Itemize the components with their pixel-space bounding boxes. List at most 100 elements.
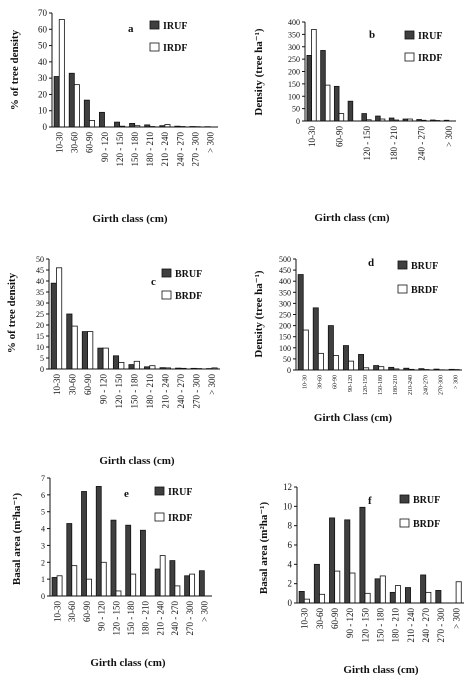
x-tick-label: 10-30	[52, 601, 62, 622]
legend-swatch-BRUF	[397, 260, 408, 270]
x-tick-label: > 300	[451, 608, 461, 629]
x-tick-label: 270 - 300	[192, 374, 202, 409]
x-tick-label: 240 - 270	[175, 132, 185, 167]
x-tick-label: 180 - 210	[389, 126, 399, 161]
chart-panel-c: 0 5 10 15 20 25 30 35 40 45 50 10-30 30-60 60-90 90 - …	[6, 255, 220, 467]
y-axis-title: Basal area (m²ha⁻¹)	[11, 493, 23, 586]
bar-BRUF-5	[358, 354, 365, 371]
y-tick-label: 400	[279, 277, 291, 286]
bar-IRUF-6	[129, 123, 136, 128]
x-tick-label: 150 - 180	[376, 608, 386, 643]
bar-BRUF-6	[373, 365, 380, 371]
y-tick-label: 200	[288, 68, 300, 77]
y-axis-title: % of tree density	[9, 29, 21, 110]
x-tick-label: 120 - 150	[111, 601, 121, 636]
x-tick-label: 30-60	[70, 132, 80, 153]
x-tick-label: 60-90	[83, 374, 93, 395]
x-axis-title: Girth class (cm)	[92, 213, 167, 225]
y-tick-label: 100	[279, 344, 291, 353]
legend-swatch-BRDF	[399, 518, 410, 528]
bar-BRDF-3	[333, 355, 339, 371]
x-tick-label: 60-90	[85, 132, 95, 153]
bar-BRDF-1	[56, 267, 63, 370]
x-tick-label: 90 - 120	[97, 601, 107, 631]
bar-IRDF-2	[324, 84, 331, 122]
x-tick-label: 10-30	[307, 126, 317, 147]
bar-IRUF-4	[95, 486, 102, 597]
legend-swatch-BRUF	[161, 268, 172, 278]
bar-IRUF-6	[125, 524, 132, 597]
bar-IRUF-5	[114, 121, 121, 128]
x-tick-label: 120 - 150	[360, 608, 370, 643]
y-axis-title: Basal area (m²ha⁻¹)	[258, 502, 270, 595]
y-tick-label: 4	[288, 559, 293, 569]
legend-swatch-IRDF	[154, 512, 165, 522]
y-tick-label: 5	[41, 508, 45, 517]
x-tick-label: 270 - 300	[185, 601, 195, 636]
bar-IRUF-4	[347, 100, 354, 122]
bar-IRUF-3	[83, 99, 90, 128]
bar-IRDF-2	[73, 84, 80, 128]
bar-BRDF-2	[317, 352, 324, 371]
bar-BRDF-3	[87, 331, 94, 370]
bar-IRDF-2	[71, 565, 78, 597]
y-tick-label: 1	[41, 575, 45, 584]
x-tick-label: 150 - 180	[130, 374, 140, 409]
panel-letter: f	[368, 495, 372, 507]
bar-IRDF-6	[130, 573, 137, 597]
y-tick-label: 6	[288, 540, 293, 550]
bar-IRDF-4	[100, 561, 107, 597]
x-tick-label: 210 - 240	[155, 601, 165, 636]
bar-BRUF-1	[50, 282, 57, 370]
y-tick-label: 4	[41, 525, 45, 534]
y-tick-label: 400	[288, 18, 300, 27]
bar-BRUF-6	[374, 578, 381, 604]
legend-label-BRDF: BRDF	[411, 285, 438, 296]
bar-IRUF-3	[81, 491, 87, 597]
y-tick-label: 350	[279, 288, 291, 297]
legend-swatch-BRDF	[161, 290, 172, 300]
x-tick-label: 90-120	[348, 375, 354, 392]
bar-BRDF-1	[302, 329, 309, 371]
y-tick-label: 450	[279, 266, 291, 275]
y-tick-label: 15	[36, 332, 44, 341]
y-tick-label: 250	[279, 311, 291, 320]
legend-label-BRDF: BRDF	[413, 519, 440, 530]
legend-label-BRUF: BRUF	[175, 269, 202, 280]
y-tick-label: 2	[41, 558, 45, 567]
x-tick-label: 90 - 120	[100, 132, 110, 162]
x-tick-label: 30-60	[67, 601, 77, 622]
x-tick-label: 180 - 210	[141, 601, 151, 636]
y-tick-label: 500	[279, 255, 291, 264]
x-tick-label: 270 - 300	[190, 132, 200, 167]
x-tick-label: 180 - 210	[145, 132, 155, 167]
y-tick-label: 30	[36, 299, 44, 308]
panel-letter: b	[369, 29, 375, 41]
panel-letter: c	[151, 276, 156, 288]
y-tick-label: 100	[288, 92, 300, 101]
y-tick-label: 5	[40, 354, 44, 363]
bar-IRDF-1	[58, 19, 65, 128]
x-tick-label: 10-30	[300, 608, 310, 629]
chart-panel-a: 0 10 20 30 40 50 60 70 10-30 30-60 60-90 90 - 120 12…	[9, 8, 218, 225]
x-tick-label: > 300	[200, 601, 210, 622]
y-tick-label: 0	[296, 117, 300, 126]
bar-IRUF-6	[375, 115, 381, 122]
y-tick-label: 6	[41, 491, 45, 500]
bar-BRDF-5	[118, 361, 125, 370]
y-tick-label: 70	[38, 8, 48, 18]
x-tick-label: 30-60	[315, 608, 325, 629]
legend-swatch-IRUF	[154, 486, 165, 496]
x-tick-label: > 300	[205, 132, 215, 153]
bar-BRUF-2	[312, 307, 319, 371]
bar-BRDF-6	[379, 575, 386, 604]
y-tick-label: 25	[36, 310, 44, 319]
bar-BRUF-5	[359, 506, 366, 604]
y-tick-label: 50	[292, 105, 300, 114]
x-tick-label: 60-90	[82, 601, 92, 622]
y-tick-label: 300	[288, 43, 300, 52]
y-tick-label: 50	[38, 41, 48, 51]
y-tick-label: 0	[287, 366, 291, 375]
x-tick-label: 180 - 210	[391, 608, 401, 643]
x-tick-label: 240-270	[423, 375, 429, 395]
